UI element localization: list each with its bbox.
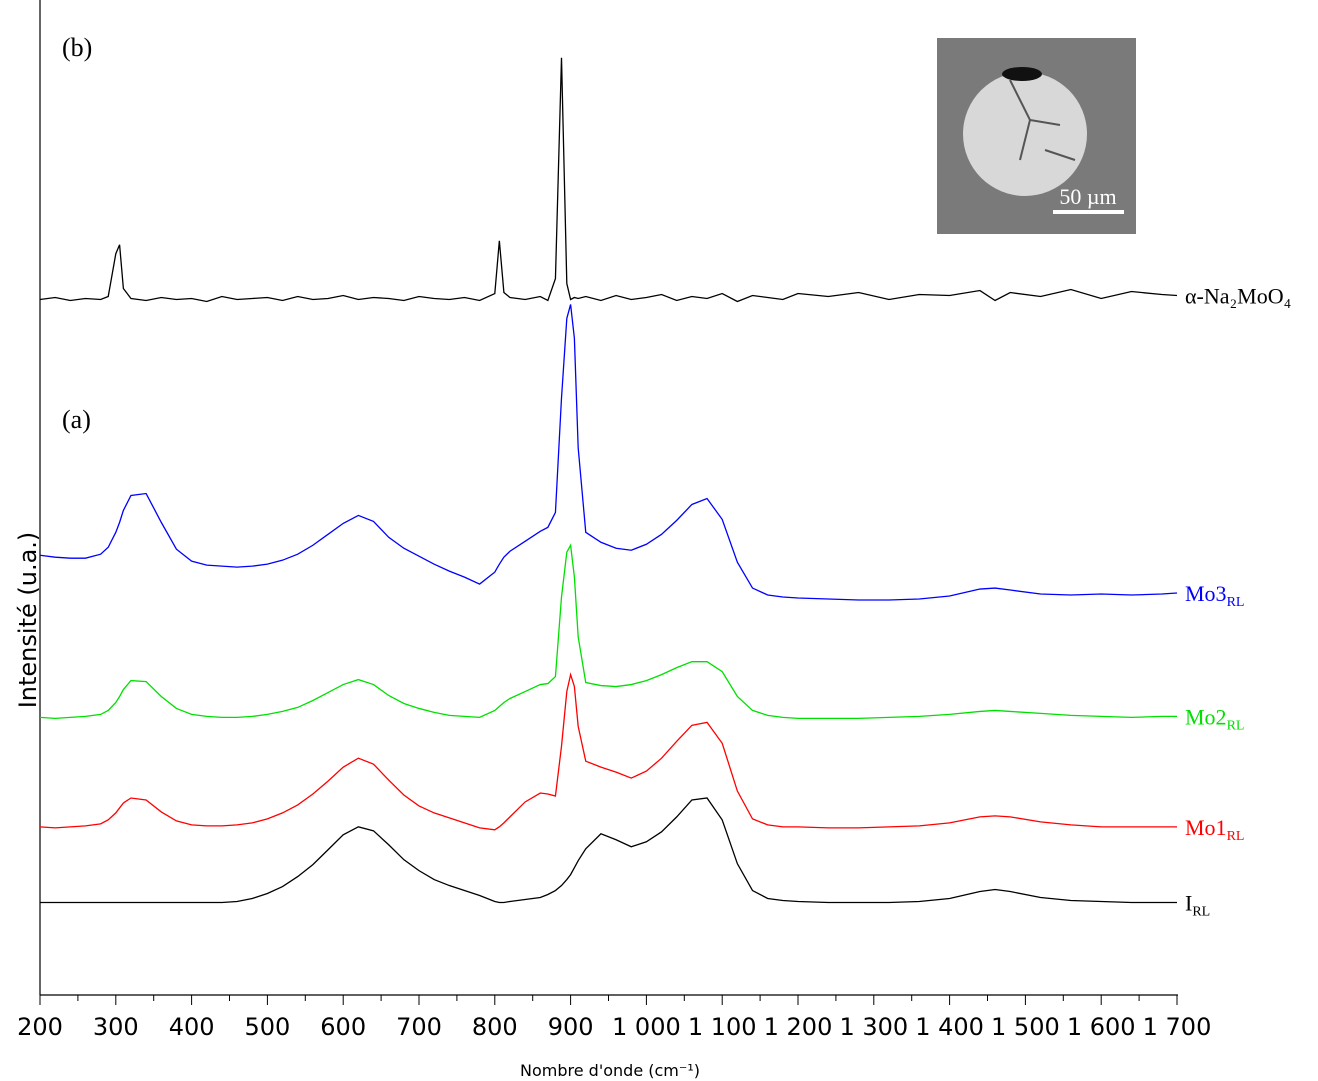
series-label: α-Na₂MoO₄	[1185, 284, 1291, 309]
inset-particle	[963, 72, 1087, 196]
spectrum-line	[39, 672, 1177, 831]
spectrum-line	[40, 797, 1177, 904]
x-tick-label: 1 700	[1143, 1013, 1212, 1041]
inset-image: 50 µm	[937, 38, 1136, 234]
x-axis-title: Nombre d'onde (cm⁻¹)	[520, 1061, 700, 1080]
y-axis-title: Intensité (u.a.)	[14, 532, 42, 709]
x-tick-label: 1 200	[764, 1013, 833, 1041]
series-name: Mo3	[1185, 581, 1227, 606]
series-label: Mo2RL	[1185, 704, 1244, 733]
x-tick-label: 400	[169, 1013, 215, 1041]
series-subscript: RL	[1227, 595, 1245, 610]
x-tick-label: 200	[17, 1013, 63, 1041]
inset-cracks	[1009, 79, 1076, 161]
panel-label: (a)	[62, 405, 91, 434]
series-label: Mo1RL	[1185, 815, 1244, 844]
series-subscript: RL	[1192, 904, 1210, 919]
series-label: Mo3RL	[1185, 581, 1244, 610]
spectrum-line	[39, 543, 1177, 720]
x-tick-label: 1 500	[991, 1013, 1060, 1041]
x-tick-label: 1 400	[915, 1013, 984, 1041]
x-tick-label: 800	[472, 1013, 518, 1041]
series-name: α-Na₂MoO₄	[1185, 284, 1291, 309]
series-name: I	[1185, 890, 1192, 915]
x-tick-label: 1 000	[612, 1013, 681, 1041]
spectrum-line	[39, 304, 1178, 601]
series-name: Mo2	[1185, 704, 1227, 729]
x-tick-label: 700	[396, 1013, 442, 1041]
series-name: Mo1	[1185, 815, 1227, 840]
x-tick-label: 1 100	[688, 1013, 757, 1041]
x-tick-label: 900	[548, 1013, 594, 1041]
x-tick-label: 300	[93, 1013, 139, 1041]
panel-label: (b)	[62, 33, 92, 62]
x-tick-label: 1 600	[1067, 1013, 1136, 1041]
x-tick-label: 500	[244, 1013, 290, 1041]
spectrum-line	[39, 57, 1178, 303]
inset-pore	[1002, 67, 1042, 81]
series-subscript: RL	[1227, 829, 1245, 844]
series-label: IRL	[1185, 890, 1210, 919]
x-tick-label: 600	[320, 1013, 366, 1041]
series-subscript: RL	[1227, 718, 1245, 733]
scale-label: 50 µm	[1059, 184, 1116, 209]
x-tick-label: 1 300	[839, 1013, 908, 1041]
